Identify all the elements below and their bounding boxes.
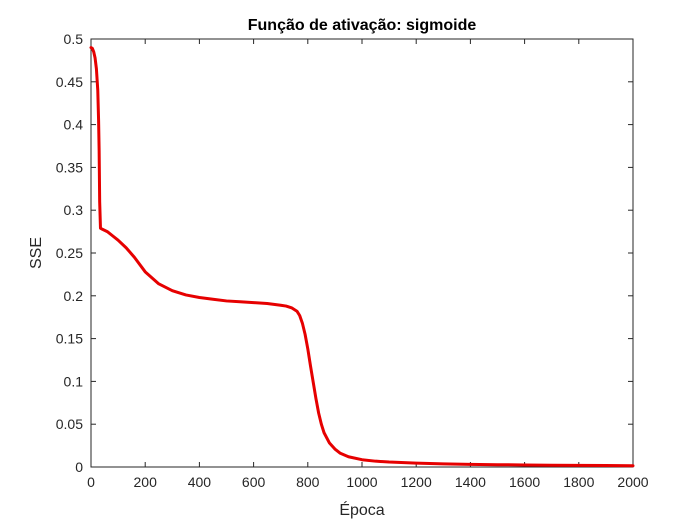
x-tick-label: 1800 — [563, 474, 594, 490]
sse-series-line — [89, 46, 635, 468]
x-tick-label: 2000 — [617, 474, 648, 490]
x-tick-label: 400 — [188, 474, 212, 490]
y-tick-label: 0.45 — [56, 74, 83, 90]
y-tick-label: 0.35 — [56, 159, 83, 175]
y-tick-label: 0.3 — [64, 202, 84, 218]
x-tick-label: 1000 — [346, 474, 377, 490]
y-tick-label: 0.2 — [64, 288, 84, 304]
x-axis-label: Época — [339, 500, 384, 519]
y-tick-label: 0.15 — [56, 331, 83, 347]
x-tick-label: 200 — [134, 474, 158, 490]
x-tick-label: 1400 — [455, 474, 486, 490]
y-tick-label: 0 — [75, 459, 83, 475]
plot-area — [90, 38, 634, 468]
x-tick-label: 600 — [242, 474, 266, 490]
y-tick-label: 0.25 — [56, 245, 83, 261]
x-tick-label: 1200 — [401, 474, 432, 490]
x-axis-ticks: 0 200 400 600 800 1000 1200 1400 1600 1800 2000 — [87, 39, 649, 490]
y-tick-label: 0.4 — [64, 117, 84, 133]
x-tick-label: 1600 — [509, 474, 540, 490]
y-axis-label: SSE — [28, 237, 45, 269]
y-tick-label: 0.05 — [56, 416, 83, 432]
chart-title: Função de ativação: sigmoide — [248, 17, 477, 34]
y-axis-ticks: 0 0.05 0.1 0.15 0.2 0.25 0.3 0.35 0.4 0.45 0.5 — [56, 31, 633, 475]
series-layer — [89, 46, 635, 468]
y-tick-label: 0.5 — [64, 31, 84, 47]
x-tick-label: 800 — [296, 474, 320, 490]
y-tick-label: 0.1 — [64, 373, 84, 389]
x-tick-label: 0 — [87, 474, 95, 490]
